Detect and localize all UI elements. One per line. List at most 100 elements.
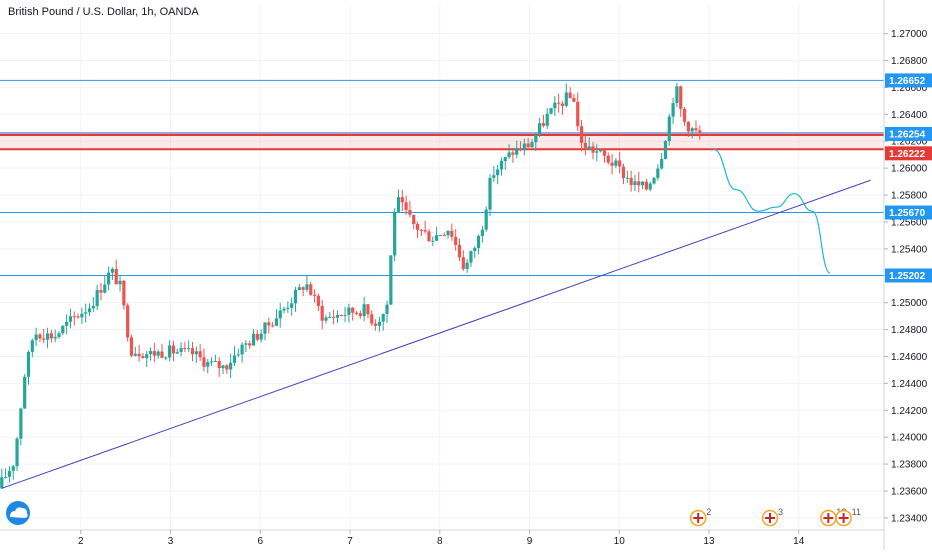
y-tick-label: 1.24400 [891,379,928,390]
candle [164,356,168,361]
candle [385,300,389,323]
x-tick-label: 13 [703,536,715,547]
candle [168,340,172,362]
x-tick-label: 6 [257,536,263,547]
y-tick-label: 1.23400 [891,513,928,524]
candle [450,223,454,241]
candle [587,137,591,151]
candle [625,170,629,183]
candle [652,176,656,185]
candle [583,135,587,156]
candle [240,342,244,363]
candle [408,200,412,218]
y-tick-label: 1.26400 [891,110,928,121]
y-tick-label: 1.24000 [891,433,928,444]
candle [606,152,610,165]
projection-curve [713,148,831,274]
event-marker[interactable]: 3 [761,507,784,527]
candle [446,230,450,239]
candle [522,138,526,156]
y-tick-label: 1.25400 [891,244,928,255]
candle [19,407,23,446]
candle [496,164,500,185]
x-tick-label: 2 [78,536,84,547]
candle [499,157,504,176]
candle [221,364,225,375]
y-tick-label: 1.24600 [891,352,928,363]
candle [469,250,473,267]
event-marker[interactable]: 11 [835,507,861,527]
candle [183,342,187,353]
candle [579,120,584,152]
candle [26,350,31,385]
candle [278,302,282,328]
candle [160,343,164,359]
candle [347,303,351,323]
candle [610,154,614,175]
candle [213,354,217,363]
candle [286,301,290,313]
candle [461,250,465,271]
candle [61,325,65,336]
resistance-band-fill [0,133,884,150]
candle [53,329,57,343]
candle [126,303,130,342]
candle [328,312,332,319]
y-tick-label: 1.24800 [891,325,928,336]
event-count: 2 [706,507,711,517]
candle [206,358,210,374]
candle [312,289,317,303]
candle [484,206,488,232]
candle [118,276,122,292]
candle [244,340,248,352]
candle [209,357,214,366]
candle [492,165,496,183]
candle [251,328,256,346]
candle [339,314,343,317]
candle [518,141,523,152]
candle [629,170,633,192]
cloud-logo-icon[interactable] [6,501,30,525]
trendline [1,179,871,489]
candle [49,329,53,343]
candle [389,255,393,305]
x-tick-label: 8 [437,536,443,547]
event-marker[interactable]: 2 [689,507,712,527]
candle [217,357,221,377]
candle [65,314,69,335]
y-tick-label: 1.26800 [891,56,928,67]
candle [80,307,84,324]
candle [572,93,576,103]
candle [23,374,27,409]
candle [87,303,92,316]
candle [309,281,313,296]
candle [602,147,607,163]
price-label-band-upper: 1.26254 [889,129,926,140]
candle [663,140,668,160]
candle [84,303,88,323]
candle [236,348,240,358]
candle [122,279,126,310]
candle [34,327,38,346]
candle [427,228,431,242]
candle [335,310,340,324]
candle [354,310,359,316]
candle [640,181,645,190]
candle [152,342,156,362]
candle [110,267,115,280]
candle [690,126,694,139]
candle [381,313,385,331]
candle [297,283,301,291]
candle [618,151,622,174]
candle [679,85,683,117]
chart-title: British Pound / U.S. Dollar, 1h, OANDA [8,6,199,18]
candle [682,106,687,126]
y-tick-label: 1.26600 [891,83,928,94]
candle [473,246,477,258]
candle [175,348,179,355]
y-tick-label: 1.24200 [891,406,928,417]
price-label-layer: 1.26652 1.25670 1.25202 1.26254 1.26222 [885,73,932,283]
candle [366,304,370,319]
